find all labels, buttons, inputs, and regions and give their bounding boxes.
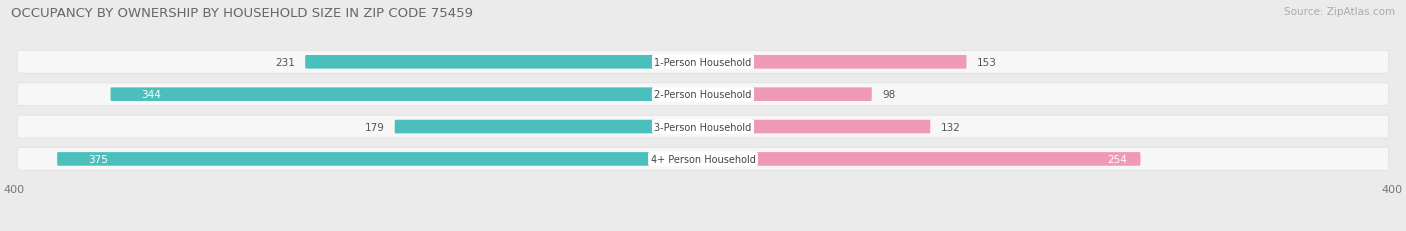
FancyBboxPatch shape xyxy=(703,56,966,69)
FancyBboxPatch shape xyxy=(58,152,703,166)
FancyBboxPatch shape xyxy=(17,116,1389,138)
FancyBboxPatch shape xyxy=(17,148,1389,170)
Text: OCCUPANCY BY OWNERSHIP BY HOUSEHOLD SIZE IN ZIP CODE 75459: OCCUPANCY BY OWNERSHIP BY HOUSEHOLD SIZE… xyxy=(11,7,474,20)
FancyBboxPatch shape xyxy=(17,83,1389,106)
Text: 344: 344 xyxy=(142,90,162,100)
Text: 4+ Person Household: 4+ Person Household xyxy=(651,154,755,164)
FancyBboxPatch shape xyxy=(703,120,931,134)
Text: 231: 231 xyxy=(276,58,295,67)
FancyBboxPatch shape xyxy=(111,88,703,102)
Text: 375: 375 xyxy=(89,154,108,164)
FancyBboxPatch shape xyxy=(305,56,703,69)
Text: 98: 98 xyxy=(882,90,896,100)
FancyBboxPatch shape xyxy=(395,120,703,134)
FancyBboxPatch shape xyxy=(703,152,1140,166)
Text: 2-Person Household: 2-Person Household xyxy=(654,90,752,100)
Text: 132: 132 xyxy=(941,122,960,132)
FancyBboxPatch shape xyxy=(17,51,1389,74)
FancyBboxPatch shape xyxy=(703,88,872,102)
Text: 153: 153 xyxy=(977,58,997,67)
Text: 254: 254 xyxy=(1107,154,1126,164)
Text: 3-Person Household: 3-Person Household xyxy=(654,122,752,132)
Text: 179: 179 xyxy=(364,122,384,132)
Text: 1-Person Household: 1-Person Household xyxy=(654,58,752,67)
Text: Source: ZipAtlas.com: Source: ZipAtlas.com xyxy=(1284,7,1395,17)
